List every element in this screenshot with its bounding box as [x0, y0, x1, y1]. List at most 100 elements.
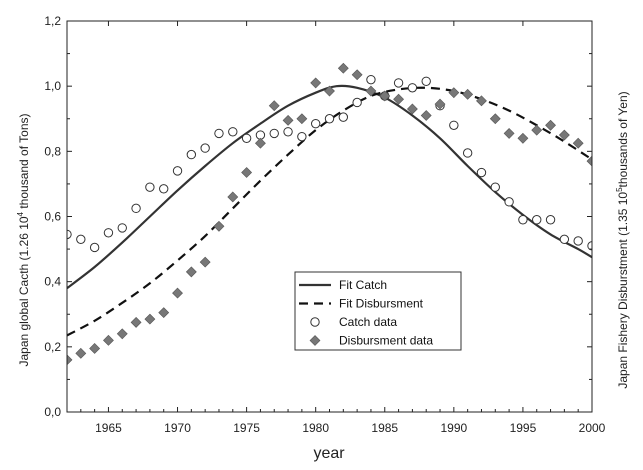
- x-tick-label: 1965: [95, 421, 122, 435]
- legend-item-catch-data: Catch data: [310, 315, 397, 329]
- data-point-catch-data: [103, 228, 114, 238]
- data-point-disbursment-data: [337, 62, 349, 74]
- data-point-catch-data: [67, 229, 72, 240]
- legend-item-fit-catch: Fit Catch: [299, 278, 387, 292]
- x-tick-label: 2000: [579, 421, 606, 435]
- x-axis-title: year: [313, 445, 345, 462]
- legend-label: Catch data: [339, 315, 397, 329]
- series-layer: [67, 62, 592, 366]
- data-point-disbursment-data: [310, 77, 322, 89]
- data-point-disbursment-data: [324, 85, 335, 97]
- data-point-disbursment-data: [89, 343, 101, 354]
- data-point-catch-data: [310, 118, 321, 129]
- y-tick-label: 1,2: [44, 14, 61, 28]
- data-point-disbursment-data: [406, 103, 418, 115]
- data-point-disbursment-data: [199, 256, 211, 268]
- x-tick-label: 1990: [440, 421, 467, 435]
- data-point-catch-data: [366, 74, 376, 85]
- x-tick-label: 1995: [510, 421, 537, 435]
- data-point-disbursment-data: [462, 88, 474, 100]
- legend: Fit Catch Fit Disbursment Catch data Disbur…: [294, 271, 462, 351]
- legend-item-disbursment-data: Disbursment data: [309, 334, 433, 348]
- data-point-catch-data: [545, 215, 556, 225]
- data-point-catch-data: [449, 120, 459, 130]
- legend-item-fit-disbursment: Fit Disbursment: [299, 297, 424, 311]
- data-point-disbursment-data: [572, 137, 584, 149]
- data-point-disbursment-data: [144, 313, 156, 325]
- data-point-disbursment-data: [365, 85, 377, 97]
- data-point-disbursment-data: [185, 266, 197, 278]
- data-point-disbursment-data: [448, 87, 460, 99]
- data-point-disbursment-data: [75, 347, 87, 359]
- data-point-disbursment-data: [393, 93, 405, 105]
- data-point-catch-data: [297, 131, 307, 142]
- x-tick-label: 1980: [302, 421, 329, 435]
- data-point-catch-data: [131, 203, 141, 214]
- y-tick-label: 0,8: [44, 144, 61, 158]
- axis-title-part: thousands of Yen): [616, 91, 630, 187]
- data-point-disbursment-data: [213, 220, 225, 232]
- data-point-catch-data: [462, 148, 473, 158]
- data-point-catch-data: [214, 128, 224, 139]
- data-point-catch-data: [241, 133, 252, 144]
- x-tick-label: 1985: [371, 421, 398, 435]
- data-point-disbursment-data: [296, 113, 308, 125]
- data-point-disbursment-data: [282, 114, 294, 126]
- data-point-disbursment-data: [254, 137, 266, 149]
- axis-title-exponent: 4: [16, 211, 25, 216]
- data-point-catch-data: [421, 76, 431, 86]
- data-point-disbursment-data: [586, 155, 592, 167]
- y-tick-label: 0,4: [44, 275, 61, 289]
- data-point-catch-data: [559, 234, 570, 245]
- data-point-disbursment-data: [379, 90, 391, 102]
- x-tick-label: 1970: [164, 421, 191, 435]
- data-point-disbursment-data: [103, 334, 114, 346]
- data-point-disbursment-data: [67, 354, 73, 366]
- legend-label: Fit Catch: [339, 278, 387, 292]
- data-point-catch-data: [518, 215, 528, 225]
- data-point-disbursment-data: [531, 124, 543, 136]
- data-point-disbursment-data: [268, 100, 280, 112]
- series-line-fit-disbursment: [67, 86, 592, 337]
- data-point-catch-data: [172, 166, 183, 176]
- data-point-disbursment-data: [558, 129, 570, 141]
- data-point-disbursment-data: [476, 95, 487, 107]
- y-tick-label: 0,6: [44, 210, 61, 224]
- data-point-catch-data: [186, 149, 197, 160]
- data-point-catch-data: [76, 234, 86, 245]
- data-point-catch-data: [504, 197, 514, 207]
- axis-title-exponent: 5: [615, 187, 624, 192]
- data-point-disbursment-data: [172, 287, 183, 299]
- legend-swatch: [309, 335, 321, 346]
- data-point-catch-data: [269, 128, 279, 139]
- data-point-disbursment-data: [227, 191, 239, 203]
- data-point-disbursment-data: [241, 167, 253, 178]
- y-tick-label: 0,0: [44, 405, 61, 419]
- data-point-catch-data: [393, 78, 404, 88]
- data-point-disbursment-data: [489, 113, 501, 125]
- data-point-catch-data: [407, 83, 418, 93]
- data-point-catch-data: [89, 242, 100, 253]
- axis-title-part: Japan Fishery Disburstment (1.35 10: [616, 192, 630, 389]
- axis-title-part: Japan global Cacth (1.26 10: [17, 216, 31, 366]
- legend-label: Fit Disbursment: [339, 297, 424, 311]
- axes: 1965 1970 1975 1980 1985 1990 1995 2000 0,0 0,2 0,…: [44, 14, 605, 435]
- data-point-catch-data: [324, 114, 335, 124]
- data-point-catch-data: [145, 182, 155, 192]
- x-tick-label: 1975: [233, 421, 260, 435]
- data-point-catch-data: [490, 182, 500, 192]
- y-axis-title-right: Japan Fishery Disburstment (1.35 105thou…: [615, 91, 630, 388]
- data-point-catch-data: [532, 215, 542, 225]
- series-line-fit-catch: [67, 84, 592, 290]
- data-point-catch-data: [573, 236, 583, 246]
- data-point-disbursment-data: [130, 316, 142, 328]
- data-point-catch-data: [352, 97, 362, 108]
- data-point-catch-data: [338, 112, 349, 122]
- axis-title-part: thousand of Tons): [17, 113, 31, 212]
- data-point-catch-data: [476, 167, 487, 178]
- data-point-disbursment-data: [420, 110, 432, 121]
- data-point-catch-data: [228, 127, 238, 137]
- data-point-disbursment-data: [517, 132, 529, 144]
- data-point-disbursment-data: [434, 98, 446, 110]
